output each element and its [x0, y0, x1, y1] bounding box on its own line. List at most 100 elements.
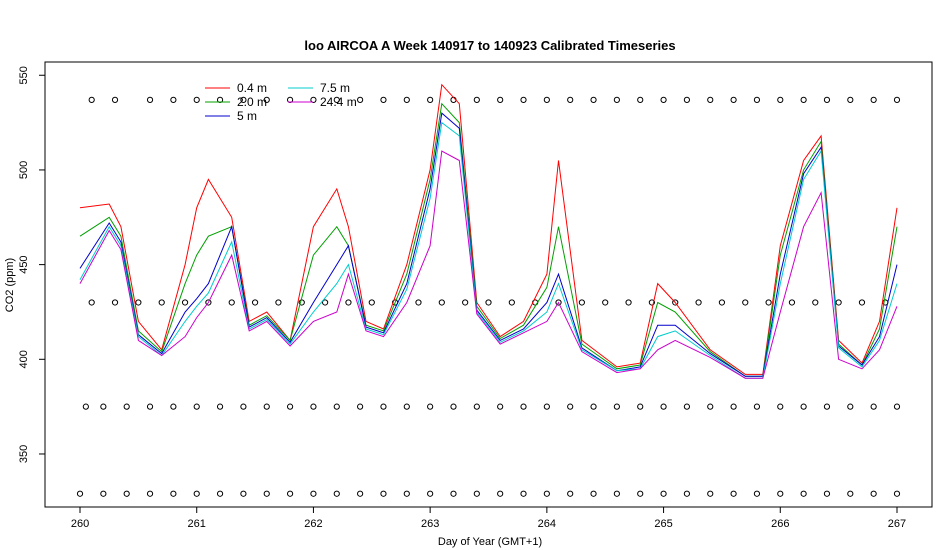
calibration-point	[683, 403, 691, 410]
calibration-point	[812, 299, 819, 306]
calibration-point	[427, 96, 434, 103]
calibration-point	[181, 299, 189, 306]
series-line-24-4-m	[79, 150, 898, 379]
calibration-point	[123, 403, 130, 410]
x-tick-label: 261	[188, 518, 206, 530]
calibration-point	[170, 403, 177, 410]
calibration-point	[251, 299, 259, 306]
calibration-point	[427, 490, 434, 497]
calibration-point	[590, 403, 597, 410]
calibration-point	[497, 96, 504, 103]
calibration-point	[286, 490, 294, 497]
calibration-point	[403, 490, 410, 497]
calibration-points	[76, 96, 901, 497]
calibration-point	[625, 299, 632, 306]
calibration-point	[893, 96, 901, 103]
legend-label: 24.4 m	[320, 95, 357, 109]
calibration-point	[730, 490, 737, 497]
calibration-point	[543, 403, 550, 410]
calibration-point	[823, 490, 831, 497]
calibration-point	[847, 96, 854, 103]
calibration-point	[847, 490, 854, 497]
legend-label: 2.0 m	[237, 95, 267, 109]
calibration-point	[123, 490, 130, 497]
calibration-point	[333, 403, 340, 410]
x-axis-label: Day of Year (GMT+1)	[438, 536, 542, 548]
calibration-point	[310, 403, 317, 410]
calibration-point	[158, 299, 165, 306]
calibration-point	[543, 96, 550, 103]
calibration-point	[170, 96, 177, 103]
calibration-point	[637, 403, 644, 410]
calibration-point	[777, 403, 784, 410]
x-tick-label: 265	[654, 518, 672, 530]
calibration-point	[543, 490, 550, 497]
calibration-point	[567, 403, 574, 410]
series-line-7-5-m	[79, 121, 898, 379]
calibration-point	[567, 490, 574, 497]
plot-area-frame	[44, 61, 933, 508]
calibration-point	[146, 403, 154, 410]
legend-label: 7.5 m	[320, 81, 350, 95]
calibration-point	[742, 299, 749, 306]
calibration-point	[380, 490, 387, 497]
calibration-point	[111, 299, 119, 306]
y-axis: 350 400 450 500 550	[18, 66, 45, 463]
calibration-point	[263, 96, 270, 103]
calibration-point	[240, 490, 247, 497]
calibration-point	[485, 299, 492, 306]
calibration-point	[146, 96, 154, 103]
chart-title: loo AIRCOA A Week 140917 to 140923 Calib…	[304, 38, 675, 53]
calibration-point	[613, 490, 620, 497]
calibration-point	[578, 299, 585, 306]
x-tick-label: 264	[538, 518, 556, 530]
legend: 0.4 m2.0 m5 m 7.5 m24.4 m	[205, 81, 357, 123]
series-line-0-4-m	[79, 83, 898, 375]
calibration-point	[286, 403, 294, 410]
calibration-point	[777, 96, 784, 103]
calibration-point	[800, 96, 807, 103]
calibration-point	[800, 403, 807, 410]
calibration-point	[508, 299, 515, 306]
calibration-point	[672, 299, 679, 306]
calibration-point	[216, 490, 224, 497]
y-tick-label: 500	[18, 161, 30, 179]
calibration-point	[835, 299, 842, 306]
x-axis: 260 261 262 263 264 265 266 267	[71, 507, 906, 530]
calibration-point	[847, 403, 854, 410]
calibration-point	[263, 490, 270, 497]
calibration-point	[193, 96, 200, 103]
calibration-point	[333, 96, 340, 103]
calibration-point	[823, 96, 831, 103]
calibration-point	[380, 403, 387, 410]
calibration-point	[637, 96, 644, 103]
calibration-point	[497, 490, 504, 497]
calibration-point	[88, 299, 95, 306]
calibration-point	[730, 96, 737, 103]
y-tick-label: 450	[18, 255, 30, 273]
calibration-point	[707, 403, 714, 410]
calibration-point	[893, 403, 901, 410]
series-line-2-0-m	[79, 102, 898, 377]
calibration-point	[613, 403, 620, 410]
calibration-point	[111, 96, 119, 103]
calibration-point	[753, 490, 761, 497]
calibration-point	[146, 490, 154, 497]
calibration-point	[357, 403, 364, 410]
calibration-point	[683, 490, 691, 497]
calibration-point	[310, 490, 317, 497]
calibration-point	[777, 490, 784, 497]
calibration-point	[193, 490, 200, 497]
calibration-point	[497, 403, 504, 410]
calibration-point	[590, 96, 597, 103]
calibration-point	[263, 403, 270, 410]
series-line-5-m	[79, 112, 898, 377]
calibration-point	[788, 299, 796, 306]
calibration-point	[695, 299, 702, 306]
x-tick-label: 267	[888, 518, 906, 530]
calibration-point	[893, 490, 901, 497]
calibration-point	[100, 490, 107, 497]
calibration-point	[520, 96, 527, 103]
y-tick-label: 400	[18, 350, 30, 368]
calibration-point	[345, 299, 352, 306]
